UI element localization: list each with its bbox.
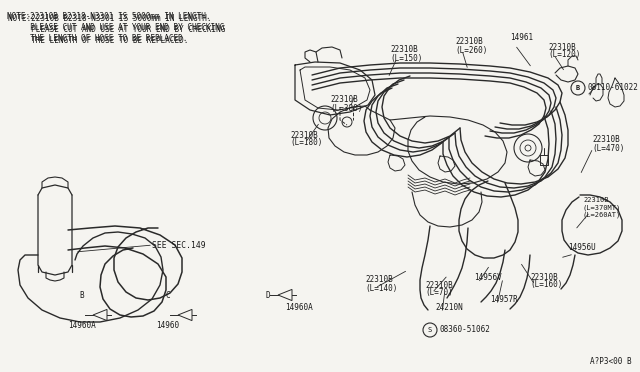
Text: (L=150): (L=150) — [390, 54, 422, 62]
Text: C: C — [166, 291, 170, 299]
Text: A?P3<00 B: A?P3<00 B — [590, 357, 632, 366]
Text: (L=180): (L=180) — [290, 138, 323, 148]
Text: (L=70): (L=70) — [425, 289, 452, 298]
Text: (L=370MT): (L=370MT) — [583, 205, 621, 211]
Text: S: S — [428, 327, 432, 333]
Text: 14961: 14961 — [510, 33, 533, 42]
Text: 22310B: 22310B — [548, 42, 576, 51]
Text: 22310B: 22310B — [592, 135, 620, 144]
Text: 14960A: 14960A — [285, 302, 313, 311]
Text: 14960A: 14960A — [68, 321, 96, 330]
Text: 22310B: 22310B — [330, 96, 358, 105]
Text: SEE SEC.149: SEE SEC.149 — [152, 241, 205, 250]
Text: 22310B: 22310B — [365, 276, 393, 285]
Text: (L=470): (L=470) — [592, 144, 625, 153]
Text: 08110-61022: 08110-61022 — [587, 83, 638, 93]
Text: (L=260AT): (L=260AT) — [583, 212, 621, 218]
Text: 14956U: 14956U — [568, 244, 596, 253]
Text: 08360-51062: 08360-51062 — [439, 326, 490, 334]
Text: (L=140): (L=140) — [365, 283, 397, 292]
Text: 22310B: 22310B — [530, 273, 557, 282]
Text: 14956V: 14956V — [474, 273, 502, 282]
Text: (L=380): (L=380) — [330, 103, 362, 112]
Text: 22310B: 22310B — [455, 38, 483, 46]
Text: D: D — [266, 291, 270, 299]
Text: (L=160): (L=160) — [530, 280, 563, 289]
Text: B: B — [576, 85, 580, 91]
Text: 22310B: 22310B — [290, 131, 317, 140]
Text: 14960: 14960 — [156, 321, 180, 330]
Text: NOTE:22310B B2318-N3301 IS 5000mm IN LENGTH.
     PLEASE CUT AND USE AT YOUR END: NOTE:22310B B2318-N3301 IS 5000mm IN LEN… — [8, 14, 225, 45]
Text: 22310B: 22310B — [583, 197, 609, 203]
Text: (L=120): (L=120) — [548, 51, 580, 60]
Text: 22310B: 22310B — [425, 280, 452, 289]
Text: B: B — [80, 291, 84, 299]
Text: 22310B: 22310B — [390, 45, 418, 55]
Text: 14957R: 14957R — [490, 295, 518, 305]
Text: (L=260): (L=260) — [455, 45, 488, 55]
Text: 24210N: 24210N — [435, 304, 463, 312]
Text: NOTE:22310B B2318-N3301 IS 5000mm IN LENGTH.
     PLEASE CUT AND USE AT YOUR END: NOTE:22310B B2318-N3301 IS 5000mm IN LEN… — [7, 12, 225, 43]
